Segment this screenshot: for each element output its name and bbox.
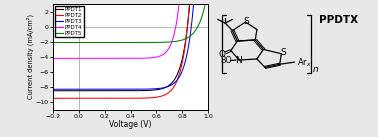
PPDT5 [148,42,153,43]
Text: n: n [313,65,319,74]
Line: PPDT4: PPDT4 [53,0,208,58]
Legend: PPDT1, PPDT2, PPDT3, PPDT4, PPDT5: PPDT1, PPDT2, PPDT3, PPDT4, PPDT5 [54,6,84,37]
Text: O: O [218,50,225,59]
Text: Ar$_x$: Ar$_x$ [297,56,311,69]
PPDT5 [101,42,106,43]
PPDT4 [148,57,153,59]
PPDT4 [69,58,74,59]
PPDT3 [112,88,117,90]
PPDT4 [163,52,168,53]
PPDT3 [69,88,74,90]
PPDT2 [101,97,106,99]
PPDT5 [51,42,55,43]
PPDT4 [112,58,117,59]
PPDT3 [163,87,167,88]
Text: S: S [243,17,249,26]
Line: PPDT1: PPDT1 [53,0,208,91]
PPDT5 [69,42,74,43]
Line: PPDT2: PPDT2 [53,0,208,98]
PPDT5 [163,41,167,43]
PPDT2 [148,97,153,99]
PPDT1 [112,90,117,92]
PPDT4 [163,52,167,54]
PPDT5 [112,42,117,43]
Text: N: N [235,56,242,65]
PPDT2 [163,94,168,95]
PPDT3 [163,86,168,88]
PPDT5 [163,41,168,43]
Line: PPDT3: PPDT3 [53,0,208,89]
PPDT1 [163,87,168,88]
PPDT1 [51,90,55,92]
PPDT3 [51,88,55,90]
Text: BO: BO [220,56,232,65]
PPDT1 [163,87,167,89]
PPDT2 [163,94,167,96]
Text: S: S [280,48,286,57]
PPDT4 [101,58,106,59]
Line: PPDT5: PPDT5 [53,0,208,42]
PPDT2 [69,97,74,99]
PPDT4 [51,58,55,59]
PPDT3 [101,88,106,90]
PPDT3 [148,88,153,90]
PPDT2 [112,97,117,99]
PPDT1 [101,90,106,92]
X-axis label: Voltage (V): Voltage (V) [109,120,152,129]
Y-axis label: Current density (mA/cm²): Current density (mA/cm²) [27,14,34,99]
Text: PPDTX: PPDTX [319,15,358,25]
PPDT2 [51,97,55,99]
PPDT1 [148,89,153,91]
PPDT1 [69,90,74,92]
